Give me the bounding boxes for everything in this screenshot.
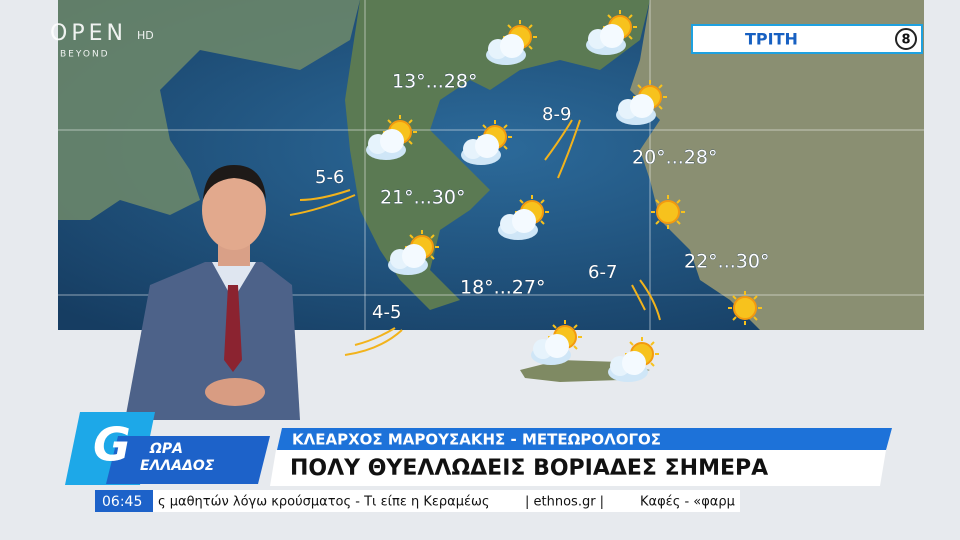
day-label: ΤΡΙΤΗ	[745, 30, 798, 49]
ticker-time: 06:45	[102, 494, 142, 510]
channel-logo: OPEN	[50, 21, 127, 46]
temperature: 18°...27°	[460, 277, 545, 299]
presenter-name: ΚΛΕΑΡΧΟΣ ΜΑΡΟΥΣΑΚΗΣ - ΜΕΤΕΩΡΟΛΟΓΟΣ	[292, 431, 661, 449]
day-box	[691, 24, 923, 54]
wind-force: 4-5	[372, 302, 401, 323]
show-title-top: ΩΡΑ	[149, 441, 183, 457]
wind-force: 8-9	[542, 104, 571, 125]
show-title-bottom: ΕΛΛΑΔΟΣ	[140, 458, 215, 474]
name-bar	[277, 428, 892, 450]
headline-bar	[270, 450, 886, 486]
presenter	[125, 165, 300, 420]
channel-hd: HD	[137, 29, 154, 42]
show-title-bg	[106, 436, 270, 484]
temperature: 21°...30°	[380, 187, 465, 209]
ticker-bar	[95, 490, 740, 512]
temperature: 22°...30°	[684, 251, 769, 273]
ticker-item: Καφές - «φαρμ	[640, 495, 735, 510]
wind-force: 5-6	[315, 167, 344, 188]
show-logo: G	[93, 418, 131, 472]
temperature: 20°...28°	[632, 147, 717, 169]
day-badge	[895, 28, 917, 50]
ticker-item: ς μαθητών λόγω κρούσματος - Τι είπε η Κε…	[158, 495, 490, 510]
temperature: 13°...28°	[392, 71, 477, 93]
channel-sub: BEYOND	[60, 50, 110, 60]
day-number: 8	[901, 33, 910, 48]
wind-force: 6-7	[588, 262, 617, 283]
ticker-time-bg	[95, 490, 153, 512]
headline: ΠΟΛΥ ΘΥΕΛΛΩΔΕΙΣ ΒΟΡΙΑΔΕΣ ΣΗΜΕΡΑ	[290, 456, 768, 481]
ticker-item: | ethnos.gr |	[525, 495, 604, 510]
